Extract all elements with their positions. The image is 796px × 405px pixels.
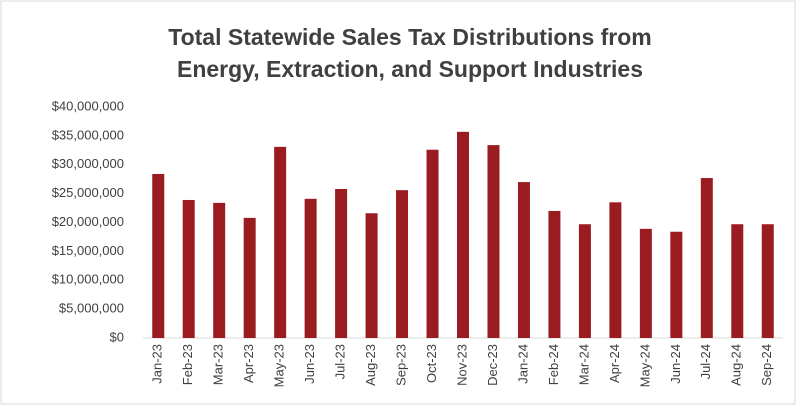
x-tick-label: Aug-24	[729, 344, 744, 386]
x-tick-label: Feb-23	[180, 344, 195, 385]
y-tick-label: $15,000,000	[52, 243, 124, 258]
y-tick-label: $0	[110, 329, 124, 344]
bar	[243, 217, 256, 338]
chart-title: Energy, Extraction, and Support Industri…	[177, 56, 643, 82]
x-tick-label: Aug-23	[363, 344, 378, 386]
bar	[548, 210, 561, 338]
bar	[304, 198, 317, 338]
x-tick-label: Oct-23	[424, 344, 439, 383]
x-tick-label: May-23	[272, 344, 287, 387]
x-tick-label: Apr-24	[607, 344, 622, 383]
y-tick-label: $5,000,000	[59, 301, 124, 316]
bar	[335, 189, 348, 338]
bar	[152, 173, 165, 338]
x-tick-label: Apr-23	[241, 344, 256, 383]
x-tick-label: Jun-23	[302, 344, 317, 384]
bar	[639, 228, 652, 338]
bar	[457, 131, 469, 338]
bar	[761, 224, 774, 338]
x-tick-label: Sep-23	[393, 344, 408, 386]
bar	[578, 224, 591, 338]
bar	[365, 213, 378, 338]
bar	[274, 146, 287, 338]
x-tick-label: Mar-24	[576, 344, 591, 385]
bar	[700, 178, 713, 338]
x-tick-label: Mar-23	[211, 344, 226, 385]
bar	[517, 182, 530, 338]
bar	[609, 202, 622, 338]
y-tick-label: $20,000,000	[52, 214, 124, 229]
y-tick-label: $10,000,000	[52, 272, 124, 287]
x-tick-label: Jan-23	[150, 344, 165, 384]
bar	[670, 231, 683, 338]
x-tick-label: Nov-23	[454, 344, 469, 386]
y-tick-label: $30,000,000	[52, 156, 124, 171]
x-tick-label: Jul-24	[698, 344, 713, 379]
x-tick-label: Sep-24	[759, 344, 774, 386]
y-tick-label: $40,000,000	[52, 98, 124, 113]
x-tick-label: Jul-23	[333, 344, 348, 379]
bar	[182, 199, 195, 338]
bar	[426, 149, 439, 338]
chart-title: Total Statewide Sales Tax Distributions …	[168, 24, 652, 50]
y-tick-label: $25,000,000	[52, 185, 124, 200]
x-tick-label: May-24	[637, 344, 652, 387]
bar	[213, 202, 226, 338]
bar	[487, 145, 500, 338]
x-tick-label: Dec-23	[485, 344, 500, 386]
bar	[396, 190, 409, 338]
x-tick-label: Jan-24	[515, 344, 530, 384]
x-tick-label: Jun-24	[668, 344, 683, 384]
x-tick-label: Feb-24	[546, 344, 561, 385]
y-tick-label: $35,000,000	[52, 127, 124, 142]
bar	[731, 224, 744, 338]
